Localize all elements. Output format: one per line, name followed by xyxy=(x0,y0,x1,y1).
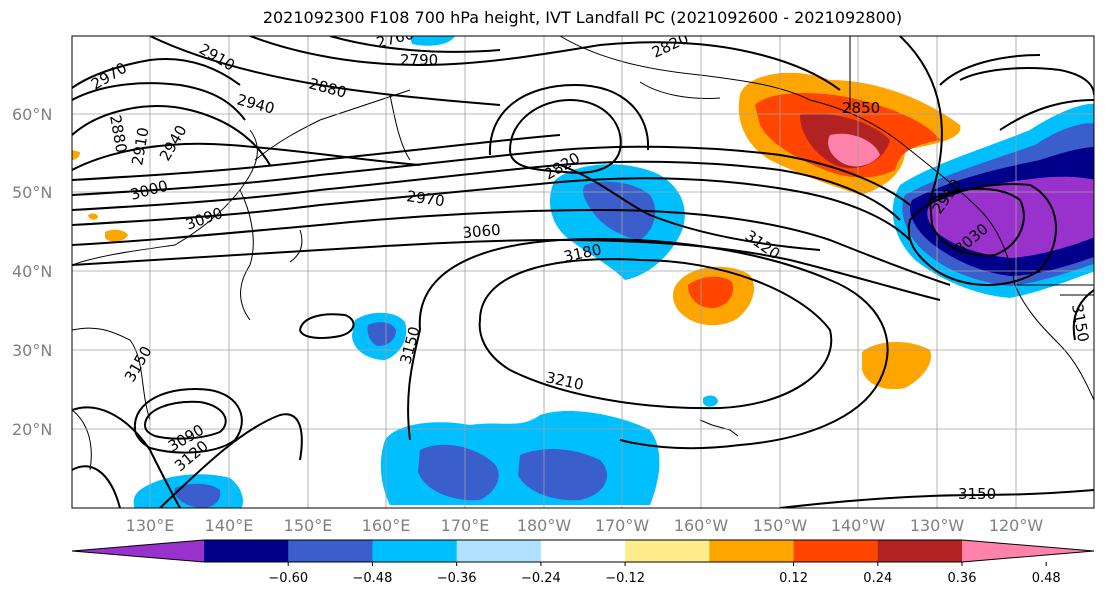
graticule xyxy=(72,36,1094,508)
colorbar-segment xyxy=(540,540,626,562)
ivt-shading xyxy=(72,36,1094,508)
colorbar-tick-label: −0.12 xyxy=(605,571,645,586)
colorbar-tick-label: 0.12 xyxy=(779,571,808,586)
contour-label: 2790 xyxy=(400,51,438,69)
lat-label-20n: 20°N xyxy=(12,420,52,439)
colorbar-segment xyxy=(709,540,795,562)
positive-anomaly-west-pacific xyxy=(88,213,98,220)
colorbar-segment xyxy=(877,540,963,562)
colorbar-tick-label: 0.36 xyxy=(948,571,977,586)
colorbar-segment xyxy=(372,540,458,562)
lon-label: 170°W xyxy=(595,516,650,535)
negative-anomaly-west-coast-core xyxy=(927,176,1094,258)
lon-label: 150°W xyxy=(753,516,808,535)
colorbar-tick-label: 0.24 xyxy=(863,571,892,586)
colorbar-segment xyxy=(625,540,710,562)
negative-anomaly-north xyxy=(410,36,455,46)
contour-label: 2970 xyxy=(405,187,445,210)
map-title: 2021092300 F108 700 hPa height, IVT Land… xyxy=(262,8,903,27)
lon-label: 160°W xyxy=(674,516,729,535)
lat-label-40n: 40°N xyxy=(12,262,52,281)
positive-anomaly-gulf-alaska-peak xyxy=(828,133,880,167)
colorbar-tick-label: −0.36 xyxy=(437,571,477,586)
negative-anomaly-tropics-inner-2 xyxy=(518,448,608,501)
colorbar-extension-min xyxy=(72,540,204,562)
lon-label: 130°E xyxy=(126,516,175,535)
colorbar-segment xyxy=(288,540,373,562)
colorbar-outline xyxy=(71,539,1095,563)
negative-anomaly-hawaii xyxy=(703,395,718,407)
positive-anomaly-subtropical-core xyxy=(688,276,734,309)
positive-anomaly-east xyxy=(862,341,931,390)
latitude-labels: 60°N 50°N 40°N 30°N 20°N xyxy=(12,105,52,439)
positive-anomaly-small xyxy=(105,229,128,242)
lat-label-50n: 50°N xyxy=(12,183,52,202)
lon-label: 180°W xyxy=(517,516,572,535)
contour-label: 3060 xyxy=(462,221,502,242)
plot-frame xyxy=(71,35,1095,509)
negative-anomaly-southwest-inner xyxy=(174,483,221,508)
colorbar-segment xyxy=(204,540,289,562)
colorbar-tick-label: −0.24 xyxy=(521,571,561,586)
colorbar-tick-label: 0.48 xyxy=(1032,571,1061,586)
lat-label-60n: 60°N xyxy=(12,105,52,124)
positive-anomaly-small-2 xyxy=(72,150,80,160)
lon-label: 150°E xyxy=(284,516,333,535)
negative-anomaly-tropics-inner xyxy=(418,444,499,501)
contour-label: 2850 xyxy=(842,99,880,117)
colorbar-tick-label: −0.48 xyxy=(353,571,393,586)
lat-label-30n: 30°N xyxy=(12,341,52,360)
lon-label: 140°W xyxy=(831,516,886,535)
colorbar-extension-max xyxy=(962,540,1094,562)
height-contours xyxy=(72,36,1094,508)
longitude-labels: 130°E 140°E 150°E 160°E 170°E 180°W 170°… xyxy=(126,516,1044,535)
lon-label: 140°E xyxy=(205,516,254,535)
negative-anomaly-160e-inner xyxy=(367,322,396,346)
colorbar-tick-label: −0.60 xyxy=(268,571,308,586)
colorbar: −0.60 −0.48 −0.36 −0.24 −0.12 0.12 0.24 0.36 0.4… xyxy=(71,539,1095,586)
contour-label: 3150 xyxy=(958,485,996,503)
lon-label: 170°E xyxy=(441,516,490,535)
lon-label: 130°W xyxy=(910,516,965,535)
colorbar-segment xyxy=(456,540,542,562)
colorbar-segment xyxy=(793,540,879,562)
coastlines xyxy=(72,36,1094,471)
lon-label: 160°E xyxy=(362,516,411,535)
lon-label: 120°W xyxy=(989,516,1044,535)
